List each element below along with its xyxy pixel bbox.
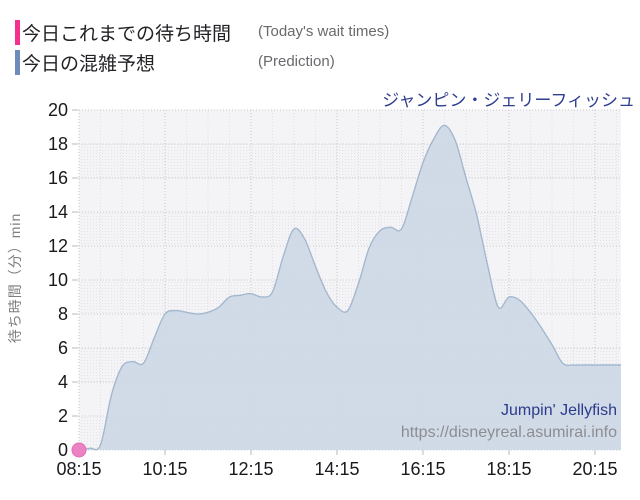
- legend-label-today: 今日これまでの待ち時間: [22, 24, 232, 45]
- legend-item-prediction: 今日の混雑予想 (Prediction): [0, 48, 640, 76]
- x-tick-label: 20:15: [572, 459, 617, 479]
- legend-swatch-today: [15, 20, 20, 45]
- legend-sublabel-today: (Today's wait times): [258, 23, 390, 40]
- y-tick-label: 16: [48, 168, 68, 188]
- x-tick-label: 10:15: [142, 459, 187, 479]
- legend-item-today: 今日これまでの待ち時間 (Today's wait times): [0, 18, 640, 46]
- y-tick-label: 18: [48, 134, 68, 154]
- y-tick-label: 10: [48, 270, 68, 290]
- x-tick-label: 18:15: [486, 459, 531, 479]
- legend-swatch-prediction: [15, 50, 20, 75]
- x-tick-label: 08:15: [56, 459, 101, 479]
- attraction-name-en: Jumpin' Jellyfish: [501, 402, 617, 419]
- y-tick-label: 4: [58, 372, 68, 392]
- prediction-line: [78, 124, 621, 451]
- y-tick-label: 0: [58, 440, 68, 460]
- axis-ticks: [72, 109, 596, 455]
- y-tick-label: 20: [48, 100, 68, 120]
- y-tick-label: 14: [48, 202, 68, 222]
- attraction-title: ジャンピン・ジェリーフィッシュ: [382, 91, 635, 110]
- x-tick-label: 12:15: [228, 459, 273, 479]
- legend-sublabel-prediction: (Prediction): [258, 53, 335, 70]
- site-url: https://disneyreal.asumirai.info: [400, 424, 617, 441]
- today-wait-marker: [71, 442, 87, 458]
- x-tick-label: 14:15: [314, 459, 359, 479]
- prediction-area: [79, 125, 621, 450]
- legend-label-prediction: 今日の混雑予想: [22, 54, 156, 75]
- y-tick-label: 8: [58, 304, 68, 324]
- y-tick-label: 12: [48, 236, 68, 256]
- x-tick-label: 16:15: [400, 459, 445, 479]
- y-tick-label: 2: [58, 406, 68, 426]
- y-tick-label: 6: [58, 338, 68, 358]
